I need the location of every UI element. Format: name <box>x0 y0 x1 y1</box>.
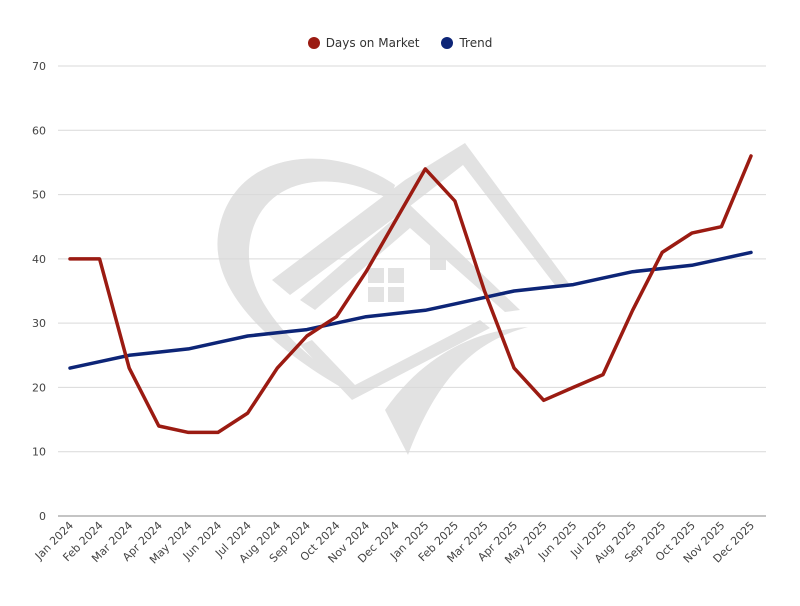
legend-item-trend[interactable]: Trend <box>441 36 492 50</box>
legend-label: Days on Market <box>325 36 420 50</box>
y-tick-label: 0 <box>39 510 46 523</box>
legend-label: Trend <box>459 36 493 50</box>
y-tick-label: 50 <box>32 189 46 202</box>
y-tick-label: 30 <box>32 317 46 330</box>
legend-dot-icon <box>441 37 454 49</box>
y-tick-label: 60 <box>32 124 46 137</box>
y-tick-label: 40 <box>32 253 46 266</box>
y-tick-label: 20 <box>32 381 46 394</box>
chart-legend: Days on Market Trend <box>0 36 800 50</box>
gridlines <box>58 65 766 517</box>
series-line-days-on-market[interactable] <box>68 154 753 435</box>
series-lines <box>68 154 753 435</box>
legend-dot-icon <box>307 37 320 49</box>
y-axis: 0 10 20 30 40 50 60 70 <box>32 60 46 523</box>
legend-item-days-on-market[interactable]: Days on Market <box>307 36 420 50</box>
series-line-trend[interactable] <box>68 250 753 370</box>
house-heart-logo-icon <box>217 143 570 455</box>
y-tick-label: 10 <box>32 446 46 459</box>
y-tick-label: 70 <box>32 60 46 73</box>
